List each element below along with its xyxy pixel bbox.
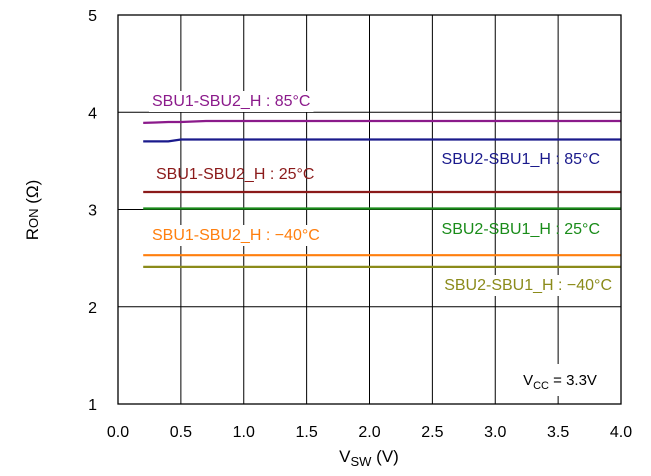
series-line-2 bbox=[143, 138, 621, 143]
series-label-6: SBU2-SBU1_H : −40°C bbox=[441, 275, 615, 296]
y-tick-label: 5 bbox=[88, 8, 97, 25]
y-axis-label-unit: (Ω) bbox=[23, 180, 42, 209]
series-label-bg bbox=[149, 91, 314, 112]
y-tick-label: 2 bbox=[88, 300, 97, 317]
x-tick-label: 1.0 bbox=[233, 424, 255, 441]
series-label-2: SBU2-SBU1_H : 85°C bbox=[442, 151, 600, 168]
condition-annotation-box bbox=[500, 364, 615, 396]
plot-frame bbox=[117, 14, 622, 405]
series-label-text: SBU1-SBU2_H : −40°C bbox=[152, 227, 320, 244]
condition-annotation: VCC = 3.3V bbox=[500, 364, 615, 396]
series-label-1: SBU1-SBU2_H : 85°C bbox=[149, 91, 314, 112]
series-label-5: SBU1-SBU2_H : −40°C bbox=[149, 225, 323, 246]
series-label-bg bbox=[149, 225, 323, 246]
series-labels: SBU1-SBU2_H : 85°C SBU2-SBU1_H : 85°C SBU1… bbox=[149, 91, 615, 296]
annotation-sub: CC bbox=[533, 380, 549, 392]
series-label-text: SBU2-SBU1_H : −40°C bbox=[444, 277, 612, 294]
series-label-3: SBU1-SBU2_H : 25°C bbox=[156, 166, 314, 183]
x-axis-label-main: V bbox=[339, 447, 351, 466]
x-tick-label: 3.0 bbox=[484, 424, 506, 441]
y-tick-label: 1 bbox=[88, 397, 97, 414]
annotation-main: V bbox=[523, 372, 533, 389]
y-axis-label-main: R bbox=[23, 228, 42, 240]
x-axis-label-sub: SW bbox=[351, 454, 373, 469]
y-tick-labels: 1 2 3 4 5 bbox=[88, 8, 97, 414]
x-tick-label: 4.0 bbox=[610, 424, 632, 441]
y-tick-label: 3 bbox=[88, 203, 97, 220]
series-label-4: SBU2-SBU1_H : 25°C bbox=[442, 221, 600, 238]
condition-annotation-text: VCC = 3.3V bbox=[523, 372, 597, 392]
series-label-bg bbox=[441, 275, 615, 296]
y-axis-label-sub: ON bbox=[26, 208, 41, 228]
x-axis-label-unit: (V) bbox=[371, 447, 398, 466]
series-label-text: SBU1-SBU2_H : 85°C bbox=[152, 93, 310, 110]
x-tick-label: 3.5 bbox=[547, 424, 569, 441]
x-tick-label: 1.5 bbox=[296, 424, 318, 441]
x-axis-label: VSW (V) bbox=[339, 447, 399, 469]
x-tick-label: 0.5 bbox=[170, 424, 192, 441]
series-lines bbox=[143, 119, 621, 268]
y-tick-label: 4 bbox=[88, 105, 97, 122]
plot-border bbox=[117, 14, 622, 405]
series-label-text: SBU1-SBU2_H : 25°C bbox=[156, 166, 314, 183]
x-tick-label: 0.0 bbox=[107, 424, 129, 441]
series-label-text: SBU2-SBU1_H : 85°C bbox=[442, 151, 600, 168]
annotation-rest: = 3.3V bbox=[549, 372, 597, 389]
x-tick-label: 2.5 bbox=[421, 424, 443, 441]
series-line-1 bbox=[143, 119, 621, 124]
y-axis-label: RON (Ω) bbox=[23, 180, 42, 241]
x-tick-label: 2.0 bbox=[358, 424, 380, 441]
x-tick-labels: 0.0 0.5 1.0 1.5 2.0 2.5 3.0 3.5 4.0 bbox=[107, 424, 632, 441]
series-label-text: SBU2-SBU1_H : 25°C bbox=[442, 221, 600, 238]
